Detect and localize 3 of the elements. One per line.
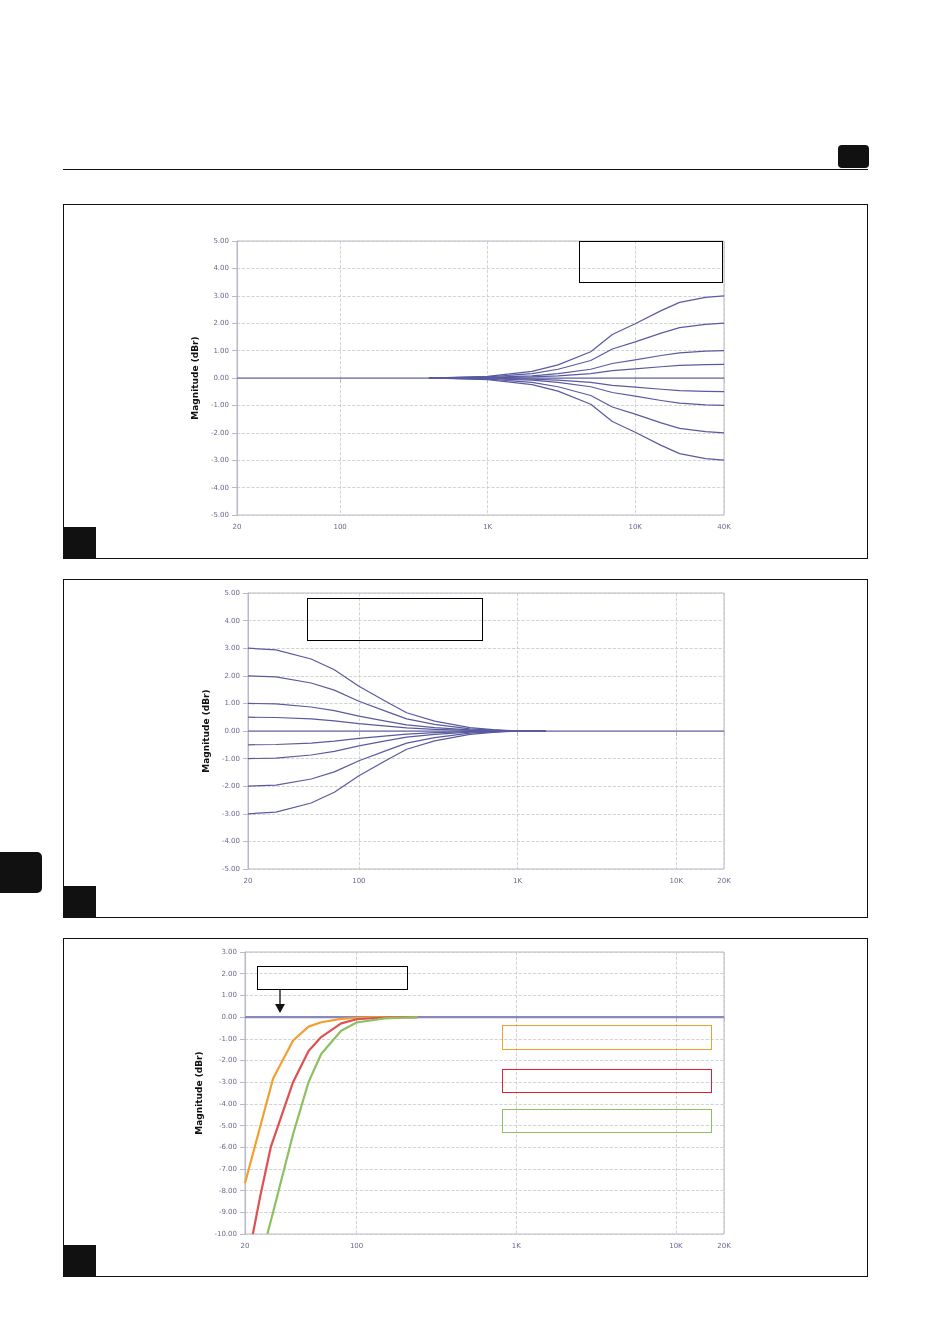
y-axis-title: Magnitude (dBr): [190, 336, 201, 420]
y-axis-title: Magnitude (dBr): [201, 689, 212, 773]
y-axis-title: Magnitude (dBr): [194, 1051, 205, 1135]
